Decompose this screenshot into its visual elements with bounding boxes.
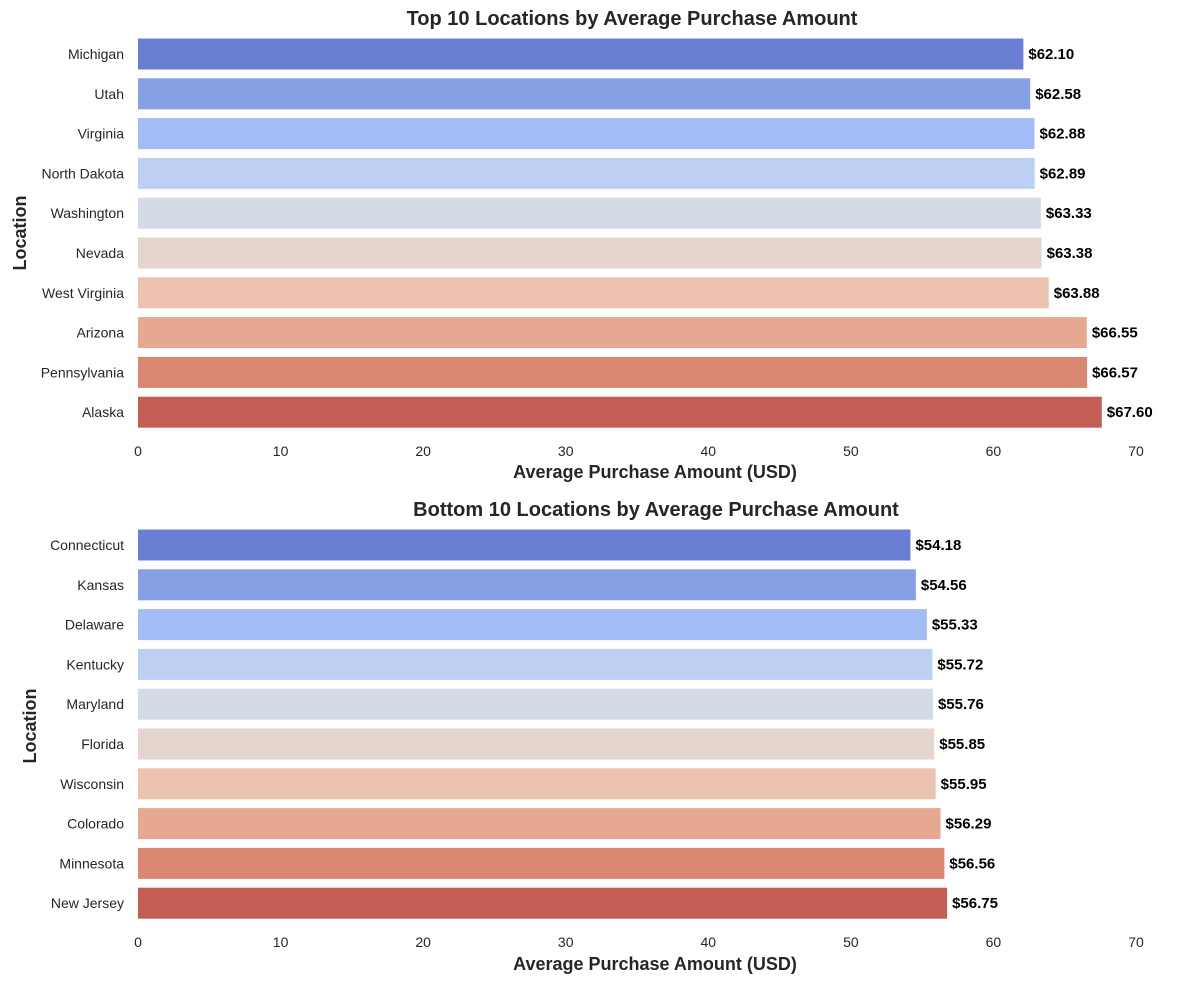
y-tick-labels: Michigan Utah Virginia North Dakota Washingt… [41, 46, 124, 420]
data-label: $55.95 [941, 776, 987, 793]
bottom-10-chart: Bottom 10 Locations by Average Purchase … [20, 499, 1144, 974]
bar-virginia [138, 118, 1035, 150]
data-label: $62.10 [1028, 46, 1074, 63]
x-tick-label: 20 [415, 443, 431, 459]
bar-kentucky [138, 648, 933, 680]
bar-kansas [138, 569, 916, 601]
bar-west-virginia [138, 277, 1049, 309]
bar-washington [138, 197, 1041, 229]
x-tick-label: 10 [273, 443, 289, 459]
data-label: $56.75 [952, 895, 998, 912]
data-label: $54.56 [921, 577, 967, 594]
data-label: $55.72 [937, 656, 983, 673]
y-tick-label: North Dakota [42, 165, 125, 181]
chart-title: Bottom 10 Locations by Average Purchase … [413, 499, 899, 521]
chart-title: Top 10 Locations by Average Purchase Amo… [407, 8, 858, 30]
bar-alaska [138, 396, 1102, 428]
y-tick-label: Arizona [77, 325, 125, 341]
bar-north-dakota [138, 157, 1035, 189]
y-tick-label: Minnesota [59, 855, 124, 871]
data-label: $62.89 [1040, 165, 1086, 182]
x-tick-label: 10 [273, 934, 289, 950]
data-label: $56.56 [949, 855, 995, 872]
data-label: $66.55 [1092, 325, 1138, 342]
data-label: $55.85 [939, 736, 985, 753]
y-tick-label: Alaska [82, 404, 124, 420]
bar-wisconsin [138, 768, 936, 800]
y-tick-label: Maryland [66, 696, 124, 712]
bar-florida [138, 728, 935, 760]
y-tick-label: Michigan [68, 46, 124, 62]
x-tick-label: 50 [843, 934, 859, 950]
bar-group: $54.18 $54.56 $55.33 $55.72 $55.76 $55.85 $55.… [138, 529, 998, 919]
x-axis-label: Average Purchase Amount (USD) [513, 954, 797, 974]
y-tick-label: West Virginia [42, 285, 124, 301]
data-label: $55.76 [938, 696, 984, 713]
x-tick-label: 0 [134, 443, 142, 459]
y-tick-label: Connecticut [50, 537, 124, 553]
y-tick-label: Colorado [67, 816, 124, 832]
data-label: $56.29 [946, 816, 992, 833]
data-label: $66.57 [1092, 364, 1138, 381]
y-tick-label: Virginia [78, 126, 125, 142]
bar-utah [138, 78, 1031, 110]
x-tick-labels: 0 10 20 30 40 50 60 70 [134, 443, 1144, 459]
x-tick-label: 60 [986, 934, 1002, 950]
data-label: $63.33 [1046, 205, 1092, 222]
y-tick-label: Kansas [77, 577, 124, 593]
bar-colorado [138, 808, 941, 840]
x-tick-label: 60 [986, 443, 1002, 459]
bar-group: $62.10 $62.58 $62.88 $62.89 $63.33 $63.38 $63.… [138, 38, 1153, 428]
y-tick-label: New Jersey [51, 895, 124, 911]
bar-arizona [138, 317, 1087, 349]
y-axis-label: Location [10, 196, 30, 271]
data-label: $62.88 [1039, 126, 1085, 143]
x-tick-labels: 0 10 20 30 40 50 60 70 [134, 934, 1144, 950]
y-tick-label: Pennsylvania [41, 364, 124, 380]
x-axis-label: Average Purchase Amount (USD) [513, 462, 797, 482]
data-label: $54.18 [915, 537, 961, 554]
bar-minnesota [138, 847, 945, 879]
x-tick-label: 70 [1128, 443, 1144, 459]
y-tick-label: Utah [94, 86, 124, 102]
data-label: $55.33 [932, 617, 978, 634]
y-tick-label: Nevada [76, 245, 124, 261]
x-tick-label: 40 [700, 934, 716, 950]
data-label: $62.58 [1035, 86, 1081, 103]
y-tick-label: Florida [81, 736, 124, 752]
top-10-chart: Top 10 Locations by Average Purchase Amo… [10, 8, 1153, 482]
y-tick-label: Delaware [65, 617, 124, 633]
x-tick-label: 50 [843, 443, 859, 459]
data-label: $67.60 [1107, 404, 1153, 421]
x-tick-label: 30 [558, 934, 574, 950]
data-label: $63.88 [1054, 285, 1100, 302]
bar-pennsylvania [138, 356, 1088, 388]
y-tick-labels: Connecticut Kansas Delaware Kentucky Marylan… [50, 537, 124, 911]
bar-new-jersey [138, 887, 948, 919]
y-axis-label: Location [20, 689, 40, 764]
bar-michigan [138, 38, 1024, 70]
bar-delaware [138, 609, 927, 641]
y-tick-label: Kentucky [66, 656, 124, 672]
y-tick-label: Washington [51, 205, 124, 221]
x-tick-label: 40 [700, 443, 716, 459]
x-tick-label: 20 [415, 934, 431, 950]
bar-maryland [138, 688, 933, 720]
x-tick-label: 30 [558, 443, 574, 459]
y-tick-label: Wisconsin [60, 776, 124, 792]
bar-connecticut [138, 529, 911, 561]
x-tick-label: 0 [134, 934, 142, 950]
data-label: $63.38 [1047, 245, 1093, 262]
bar-nevada [138, 237, 1042, 269]
x-tick-label: 70 [1128, 934, 1144, 950]
